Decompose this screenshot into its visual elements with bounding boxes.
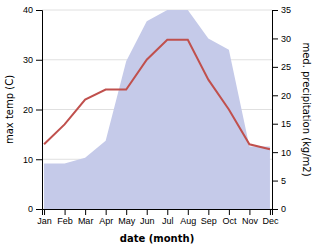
area [44,10,270,209]
x-tick-mark [249,209,250,215]
x-tick: Jan [37,209,52,226]
y2-axis-line [273,11,279,210]
y2-tick: 10 [272,148,291,158]
x-tick-mark [106,209,107,215]
x-tick: Apr [99,209,113,226]
x-tick-label: Jun [140,216,155,226]
y2-tick: 25 [272,62,291,72]
y-tick-label: 40 [23,5,33,15]
x-tick-mark [126,209,127,215]
y-tick-label: 30 [23,55,33,65]
x-tick: Sep [201,209,217,226]
y2-tick: 20 [272,91,291,101]
x-tick-mark [229,209,230,215]
y2-tick: 0 [272,204,286,214]
x-tick: May [118,209,136,226]
x-tick-mark [208,209,209,215]
x-axis: Jan Feb Mar Apr May Jun Jul Aug Sep Oct NovDec [37,209,279,226]
x-axis-title: date (month) [120,233,194,244]
y2-tick-mark [272,67,278,68]
x-tick: Jun [140,209,155,226]
y2-tick-mark [272,209,278,210]
x-tick: Dec [262,209,279,226]
x-tick-mark [147,209,148,215]
x-tick-mark [188,209,189,215]
y-axis-title: max temp (C) [4,75,15,144]
y-tick-mark [36,110,42,111]
y-tick-mark [36,10,42,11]
y2-axis-title: med. precipitation (kg/m2) [301,42,312,176]
y-tick-mark [36,60,42,61]
chart: JanFebMarAprMayJunJulAugSepOctNovDec0102… [0,0,318,247]
y-tick: 0 [28,204,42,214]
y-tick: 20 [23,105,42,115]
y2-tick-mark [272,10,278,11]
x-tick-mark [270,209,271,215]
x-tick: Jul [162,209,174,226]
y-tick-label: 20 [23,105,33,115]
grid [42,10,272,209]
x-tick-label: Jan [37,216,52,226]
x-tick-mark [85,209,86,215]
y2-tick: 15 [272,119,291,129]
x-tick-mark [167,209,168,215]
marks [44,10,270,209]
x-tick-mark [44,209,45,215]
x-tick-label: Sep [201,216,217,226]
x-axis-line [43,210,273,216]
line [44,40,270,149]
x-tick-label: Oct [222,216,237,226]
y2-tick: 5 [272,176,286,186]
y-tick-label: 10 [23,155,33,165]
y-tick: 10 [23,155,42,165]
y2-tick-label: 25 [281,62,291,72]
y2-tick-mark [272,181,278,182]
x-tick: Oct [222,209,237,226]
y-tick-mark [36,159,42,160]
y2-tick-label: 20 [281,91,291,101]
x-tick-label: Feb [57,216,73,226]
x-tick-label: Aug [180,216,196,226]
x-tick: Mar [78,209,94,226]
y2-tick-mark [272,38,278,39]
y2-tick-mark [272,95,278,96]
y-tick-mark [36,209,42,210]
x-tick-label: Apr [99,216,113,226]
y2-tick-mark [272,124,278,125]
x-tick: Feb [57,209,73,226]
x-tick-label: May [118,216,136,226]
y2-tick-mark [272,152,278,153]
grid-line [42,10,272,11]
y2-tick-label: 35 [281,5,291,15]
x-tick: Nov [242,209,259,226]
y-tick: 40 [23,5,42,15]
y2-tick: 30 [272,34,291,44]
y2-tick-label: 10 [281,148,291,158]
y-tick-label: 0 [28,204,33,214]
x-tick-label: Dec [262,216,279,226]
y-axis-line [36,11,43,210]
x-tick-label: Mar [78,216,94,226]
y2-tick-label: 30 [281,34,291,44]
y-tick: 30 [23,55,42,65]
y-axis: 0 10 20 30 40 [23,5,43,214]
y2-axis: 0 5 10 15 20 25 30 35 [272,5,291,214]
x-tick: Aug [180,209,196,226]
plot: JanFebMarAprMayJunJulAugSepOctNovDec0102… [23,5,291,226]
y2-tick-label: 0 [281,204,286,214]
y2-tick-label: 15 [281,119,291,129]
x-tick-label: Nov [242,216,259,226]
y2-tick: 35 [272,5,291,15]
x-tick-label: Jul [162,216,174,226]
x-tick-mark [65,209,66,215]
y2-tick-label: 5 [281,176,286,186]
